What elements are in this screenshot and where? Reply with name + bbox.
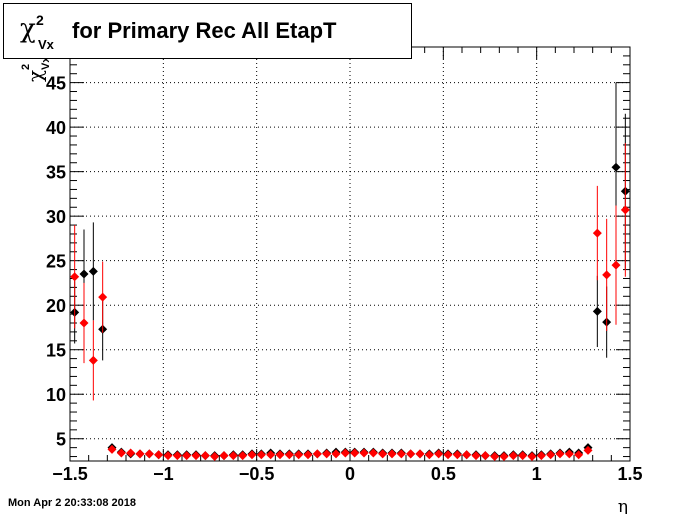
data-point [555,449,565,459]
x-tick-label: 1.5 [617,464,642,484]
data-point [340,448,350,458]
data-point [396,449,406,459]
grid-lines [70,47,630,461]
data-point [406,449,416,459]
data-point [378,449,388,459]
y-axis-label: χ 2 Vx [20,56,52,82]
x-tick-label: −1.5 [52,464,88,484]
data-point [546,450,556,460]
y-tick-label: 40 [46,118,66,138]
data-point [238,451,248,461]
y-tick-label: 5 [56,430,66,450]
y-tick-label: 10 [46,385,66,405]
timestamp: Mon Apr 2 20:33:08 2018 [8,497,136,509]
data-point [228,451,238,461]
data-point [200,451,210,461]
x-axis-label: η [618,497,628,514]
data-point [79,318,89,328]
data-point [256,450,266,460]
data-point [424,450,434,460]
data-point [350,448,360,458]
data-point [275,450,285,460]
data-point [415,449,425,459]
x-tick-label: 0.5 [431,464,456,484]
data-point [368,448,378,458]
data-point [135,449,145,459]
data-point [144,449,154,459]
data-point [163,451,173,461]
data-point [611,260,621,270]
data-point [592,306,602,316]
title-chi-symbol: χ [20,14,36,44]
data-point [490,452,500,462]
data-point [359,448,369,458]
data-point [620,205,630,215]
data-point [508,451,518,461]
data-point [518,451,528,461]
y-tick-label: 20 [46,296,66,316]
x-tick-label: 1 [532,464,542,484]
y-axis-label-sup: 2 [20,64,32,70]
data-point [70,272,80,282]
title-box: χ 2 Vx for Primary Rec All EtapT [3,3,412,59]
data-point [116,448,126,458]
data-point [527,452,537,462]
x-tick-label: 0 [345,464,355,484]
y-tick-label: 15 [46,341,66,361]
x-tick-label: −1 [153,464,174,484]
data-point [191,451,201,461]
data-point [98,292,108,302]
plot-frame [69,46,631,462]
data-point [88,355,98,365]
data-point [154,450,164,460]
data-point [126,448,136,458]
title-subscript: Vx [38,37,54,52]
data-point [312,449,322,459]
x-tick-label: −0.5 [239,464,275,484]
data-point [471,451,481,461]
data-point [574,450,584,460]
data-point [219,451,229,461]
data-points [70,82,630,462]
data-point [452,450,462,460]
data-point [499,452,509,462]
y-axis-label-symbol: χ [23,70,47,82]
data-point [462,450,472,460]
y-axis-label-sub: Vx [40,56,52,70]
axes: −1.5 −1 −0.5 0 0.5 1 1.5 5 10 15 20 25 30 35 40 45 [46,46,643,484]
y-tick-label: 30 [46,207,66,227]
chart-title: for Primary Rec All EtapT [72,18,337,43]
data-point [247,450,257,460]
data-point [322,449,332,459]
data-point [266,450,276,460]
y-tick-label: 35 [46,163,66,183]
data-point [88,266,98,276]
data-point [434,449,444,459]
data-point [210,452,220,462]
data-point [564,449,574,459]
data-point [294,450,304,460]
data-point [583,445,593,455]
data-point [602,270,612,280]
data-point [611,162,621,172]
data-point [331,449,341,459]
data-point [107,444,117,454]
data-point [387,449,397,459]
data-point [303,450,313,460]
data-point [172,451,182,461]
data-point [182,451,192,461]
data-point [480,451,490,461]
title-superscript: 2 [36,12,44,28]
data-point [284,450,294,460]
y-tick-label: 45 [46,74,66,94]
y-tick-label: 25 [46,252,66,272]
data-point [443,450,453,460]
data-point [592,228,602,238]
data-point [536,451,546,461]
data-point [79,269,89,279]
